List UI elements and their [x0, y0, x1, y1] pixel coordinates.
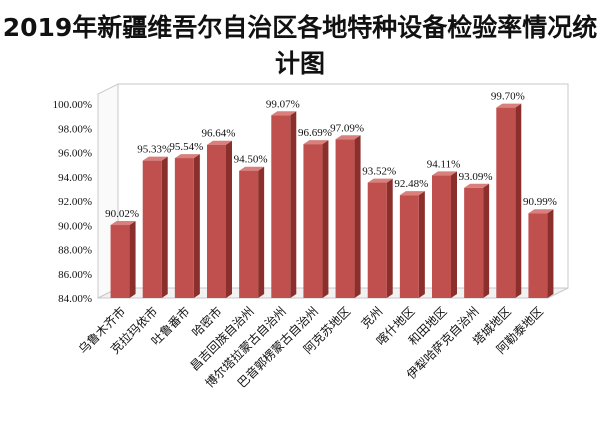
data-label: 94.11% [427, 158, 461, 170]
bar [207, 144, 226, 298]
y-tick-label: 96.00% [58, 148, 92, 160]
bar [464, 187, 484, 298]
bar-top [271, 111, 297, 116]
bar [335, 139, 355, 298]
bar-top [110, 221, 136, 226]
bar-top [432, 171, 457, 176]
bar-top [528, 209, 554, 214]
y-tick-label: 86.00% [58, 269, 92, 281]
data-label: 99.70% [491, 91, 525, 103]
bar-top [174, 154, 200, 159]
data-label: 97.09% [330, 122, 364, 134]
bar-top [303, 140, 329, 145]
bar [110, 225, 130, 298]
bar-top [239, 166, 265, 171]
data-label: 93.09% [459, 171, 493, 183]
bar-top [335, 135, 361, 140]
bar-side [451, 171, 457, 298]
data-label: 94.50% [234, 154, 268, 166]
bar-side [547, 209, 554, 298]
bar [303, 144, 323, 298]
data-label: 90.99% [523, 196, 557, 208]
data-label: 96.64% [202, 128, 236, 140]
bar [399, 195, 419, 298]
data-label: 90.02% [105, 208, 139, 220]
y-tick-label: 94.00% [58, 172, 92, 184]
bar [496, 107, 516, 298]
data-label: 95.54% [169, 141, 203, 153]
bar-side [386, 178, 393, 298]
bar [367, 182, 387, 298]
bar-top [142, 156, 168, 161]
data-label: 92.48% [394, 178, 428, 190]
bar-side [515, 103, 522, 298]
y-tick-label: 90.00% [58, 220, 92, 232]
bar-side [483, 183, 490, 298]
bar [528, 213, 548, 298]
bar-top [207, 140, 232, 145]
bar [142, 160, 162, 298]
bar-side [290, 111, 297, 299]
y-tick-label: 92.00% [58, 196, 92, 208]
bar [271, 115, 291, 299]
bar-top [367, 178, 393, 183]
bar-side [161, 156, 168, 298]
data-label: 95.33% [137, 144, 171, 156]
data-label: 93.52% [362, 166, 396, 178]
chart-title: 2019年新疆维吾尔自治区各地特种设备检验率情况统计图 [2, 13, 598, 78]
y-tick-label: 88.00% [58, 245, 92, 257]
bar [174, 158, 194, 298]
bar-side [322, 140, 329, 298]
bar-side [418, 191, 425, 298]
bar-top [464, 183, 490, 188]
bar-top [399, 191, 425, 196]
y-tick-label: 84.00% [58, 293, 92, 305]
bar [239, 170, 259, 298]
data-label: 96.69% [298, 127, 332, 139]
y-tick-label: 100.00% [53, 99, 92, 111]
y-tick-label: 98.00% [58, 123, 92, 135]
x-tick-label: 克州 [358, 304, 385, 331]
bar [432, 175, 451, 298]
bar-side [354, 135, 361, 298]
data-label: 99.07% [266, 98, 300, 110]
bar-side [129, 221, 136, 298]
bar-side [193, 154, 200, 298]
bar-side [226, 140, 232, 298]
bar-top [496, 103, 522, 108]
bar-side [258, 166, 265, 298]
